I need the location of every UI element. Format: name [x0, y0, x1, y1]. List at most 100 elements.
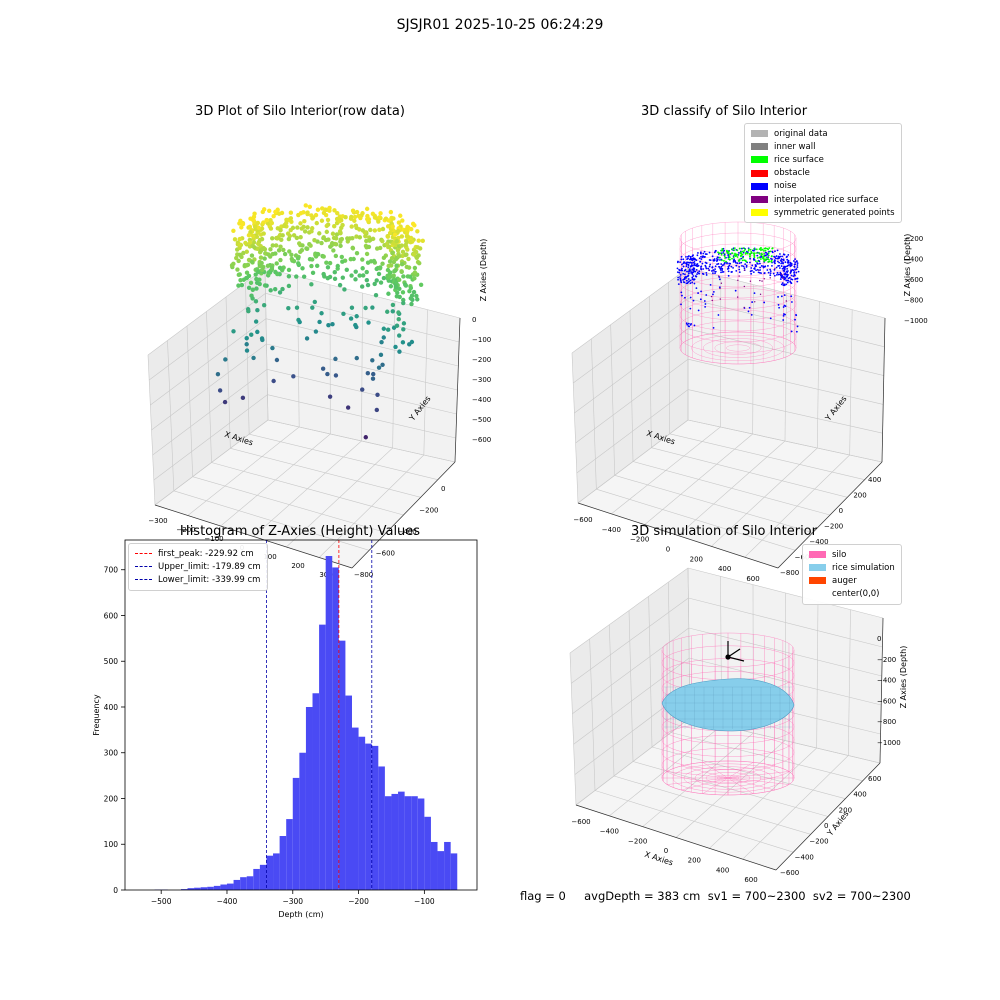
histogram-bar: [384, 796, 392, 890]
rice-surface-point: [760, 249, 762, 252]
histogram-bar: [253, 868, 260, 890]
noise-point: [777, 304, 780, 306]
noise-point: [716, 258, 719, 261]
noise-point: [738, 251, 740, 254]
grid-line: [648, 596, 653, 748]
data-point: [370, 211, 376, 217]
silo-line: [727, 771, 789, 779]
noise-point: [697, 292, 699, 294]
noise-point: [751, 249, 754, 252]
rice-surface-point: [768, 247, 771, 249]
data-point: [393, 344, 398, 350]
noise-point: [786, 275, 789, 278]
data-point: [294, 274, 299, 279]
histogram-bar: [417, 798, 425, 890]
noise-point: [786, 271, 789, 274]
noise-point: [787, 277, 790, 280]
data-point: [400, 218, 405, 223]
data-point: [253, 319, 259, 324]
histogram-chart[interactable]: −500 −400 −300 −200 −100 0 100 200 300 400 500 600 7…: [0, 530, 500, 930]
noise-point: [794, 268, 797, 271]
noise-point: [769, 272, 772, 275]
data-point: [387, 230, 393, 236]
data-point: [273, 251, 278, 256]
noise-point: [787, 264, 790, 266]
noise-point: [796, 266, 799, 268]
rice-surface-point: [733, 247, 736, 250]
data-point: [393, 257, 399, 262]
noise-point: [780, 295, 783, 298]
data-point: [270, 236, 275, 241]
data-point: [335, 217, 340, 222]
noise-point: [743, 267, 746, 270]
figure-title: SJSJR01 2025-10-25 06:24:29: [396, 17, 604, 33]
data-point: [255, 329, 260, 335]
grid-line: [649, 296, 652, 448]
data-point: [291, 374, 296, 379]
y-tick-label: 700: [104, 566, 119, 575]
data-point: [246, 233, 252, 238]
noise-point: [705, 274, 708, 276]
noise-point: [738, 262, 741, 265]
data-point: [414, 293, 419, 299]
data-point: [278, 257, 283, 263]
raw-3d-plot[interactable]: −300−200−10001002003000−200−400−600−8000…: [0, 120, 500, 600]
noise-point: [797, 270, 800, 273]
data-point: [415, 245, 420, 250]
histogram-bar: [398, 791, 405, 890]
noise-point: [693, 267, 696, 270]
data-point: [251, 240, 257, 245]
noise-point: [687, 322, 690, 325]
rice-surface-point: [717, 251, 719, 254]
data-point: [278, 227, 283, 233]
legend-item-center: center(0,0): [809, 588, 895, 601]
grid-line: [265, 318, 459, 367]
histogram-bar: [338, 640, 346, 890]
noise-point: [687, 266, 690, 269]
noise-point: [689, 279, 692, 282]
noise-point: [786, 258, 789, 261]
noise-point: [767, 256, 769, 259]
y-tick-label: −800: [354, 571, 373, 579]
data-point: [345, 405, 351, 410]
axis-line: [575, 804, 777, 871]
noise-point: [776, 257, 779, 260]
noise-point: [689, 323, 692, 326]
x-tick-label: −200: [348, 897, 369, 906]
silo-ring: [702, 338, 773, 358]
x-tick-label: −200: [630, 536, 649, 544]
noise-point: [700, 290, 702, 293]
grid-line: [267, 394, 456, 439]
rice-surface-point: [739, 252, 742, 255]
classify-3d-plot[interactable]: −600−400−20002004006004002000−200−400−60…: [500, 120, 1000, 600]
histogram-bar: [391, 793, 399, 890]
legend-swatch: [751, 156, 768, 164]
data-point: [365, 371, 371, 376]
data-point: [386, 291, 391, 296]
rice-surface-point: [745, 251, 748, 254]
axis-line: [454, 317, 461, 463]
data-point: [390, 224, 395, 229]
noise-point: [773, 261, 776, 264]
noise-point: [698, 272, 701, 275]
data-point: [354, 234, 359, 239]
grid-line: [629, 310, 634, 462]
silo-ring: [679, 265, 797, 299]
simulation-3d-plot[interactable]: −600−400−20002004006006004002000−200−400…: [500, 535, 1000, 905]
data-point: [374, 266, 379, 272]
histogram-legend: first_peak: -229.92 cm Upper_limit: -179…: [128, 543, 268, 591]
data-point: [411, 252, 417, 257]
data-point: [344, 267, 349, 272]
data-point: [315, 263, 320, 269]
noise-point: [779, 253, 781, 255]
data-point: [386, 218, 391, 223]
silo-line: [727, 762, 754, 779]
noise-point: [781, 267, 784, 270]
rice-surface-point: [765, 256, 768, 259]
noise-point: [689, 307, 692, 310]
rice-surface-point: [763, 260, 766, 262]
noise-point: [720, 252, 723, 255]
data-point: [246, 257, 252, 263]
noise-point: [783, 265, 786, 268]
data-point: [405, 247, 410, 252]
